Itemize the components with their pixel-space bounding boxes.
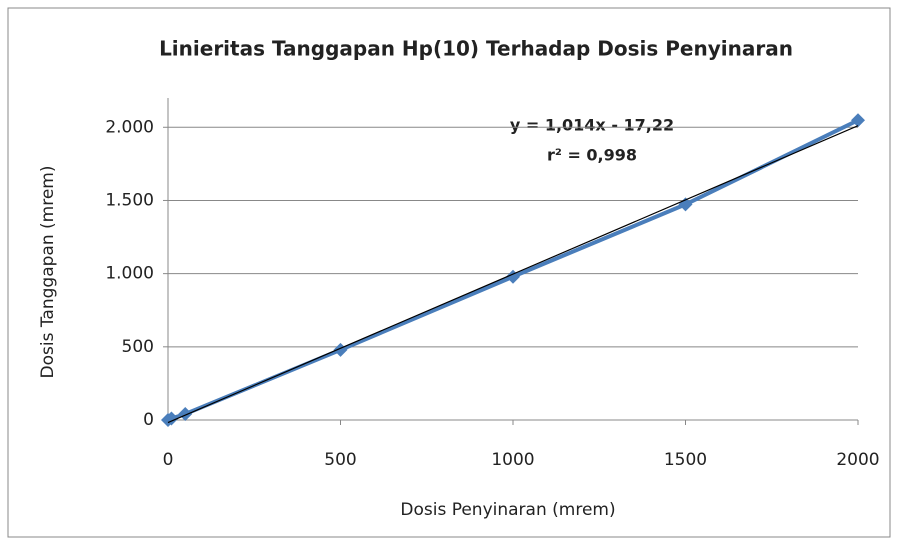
y-tick-label: 500 (122, 337, 154, 357)
chart-border (7, 7, 891, 538)
y-tick-label: 2.000 (105, 117, 154, 137)
x-tick-label: 500 (324, 450, 356, 470)
y-tick-label: 1.000 (105, 264, 154, 284)
trendline-equation: y = 1,014x - 17,22 (510, 116, 674, 135)
y-tick-label: 0 (143, 410, 154, 430)
x-tick-label: 0 (163, 450, 174, 470)
x-tick-label: 1500 (664, 450, 707, 470)
y-tick-label: 1.500 (105, 190, 154, 210)
x-axis-label: Dosis Penyinaran (mrem) (400, 500, 615, 520)
marker (851, 113, 865, 128)
x-tick-label: 2000 (836, 450, 879, 470)
marker (178, 406, 193, 421)
trendline (167, 125, 859, 424)
chart-title: Linieritas Tanggapan Hp(10) Terhadap Dos… (159, 37, 793, 61)
r-squared: r² = 0,998 (547, 146, 637, 165)
x-tick-label: 1000 (491, 450, 534, 470)
y-axis-label: Dosis Tanggapan (mrem) (38, 166, 58, 379)
